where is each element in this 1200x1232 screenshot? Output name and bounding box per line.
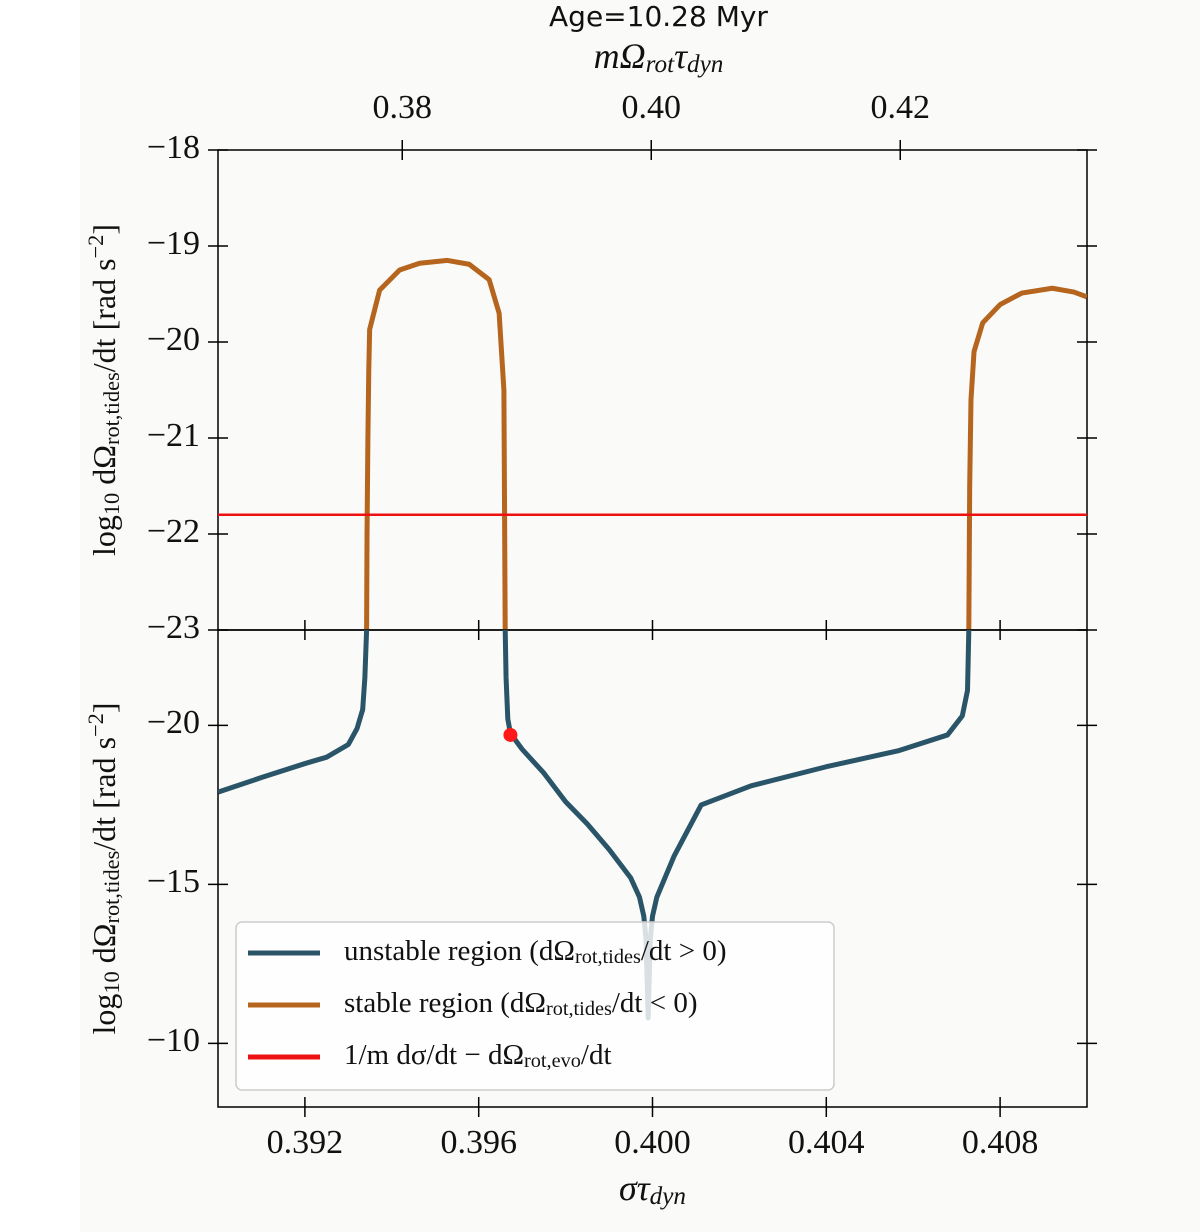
- y-tick-label: −23: [147, 609, 200, 646]
- y-tick-label: −22: [147, 513, 200, 550]
- y-axis-label-sub: rot,tides: [99, 372, 124, 445]
- legend-label: unstable region (dΩrot,tides/dt > 0): [344, 935, 727, 968]
- x-axis-label-sub: dyn: [650, 1183, 686, 1210]
- y-tick-label: −18: [147, 129, 200, 166]
- y-tick-label: −20: [147, 321, 200, 358]
- legend-label-part: stable region (dΩ: [344, 987, 546, 1019]
- y-axis-label-part: log: [86, 515, 122, 556]
- x2-tick-label: 0.40: [622, 89, 682, 126]
- marker-point: [503, 727, 518, 742]
- y-axis-label-part: /dt [rad s: [86, 737, 122, 851]
- y-axis-label-sub: rot,tides: [99, 851, 124, 924]
- y-axis-label-part: log: [86, 994, 122, 1035]
- y-tick-label: −10: [147, 1022, 200, 1059]
- x-tick-label: 0.396: [440, 1124, 517, 1161]
- y-axis-label-sup: −2: [83, 713, 108, 737]
- series-line: [364, 257, 1087, 630]
- y-axis-label-part: ]: [86, 224, 122, 235]
- legend-box: [235, 921, 835, 1091]
- y-axis-label: log10 dΩrot,tides/dt [rad s−2]: [83, 702, 123, 1034]
- legend-label-part: /dt: [581, 1039, 612, 1071]
- legend-label-part: /dt > 0): [641, 935, 727, 967]
- x-axis-label-part: στ: [619, 1168, 651, 1208]
- x2-axis-label-part: τ: [674, 36, 688, 76]
- y-axis-label-part: dΩ: [86, 923, 122, 971]
- x-tick-label: 0.404: [788, 1124, 865, 1161]
- legend-label-part: 1/m dσ/dt − dΩ: [344, 1039, 524, 1071]
- y-tick-label: −19: [147, 225, 200, 262]
- y-axis-label-sub: 10: [99, 971, 124, 993]
- x2-tick-label: 0.42: [871, 89, 931, 126]
- y-axis-label-sub: 10: [99, 493, 124, 515]
- legend-label-sub: rot,evo: [524, 1050, 581, 1072]
- x-axis-label: στdyn: [619, 1168, 686, 1210]
- x2-tick-label: 0.38: [373, 89, 433, 126]
- y-axis-label-part: dΩ: [86, 445, 122, 493]
- x2-axis-label-sub: rot: [646, 51, 675, 78]
- legend-label-sub: rot,tides: [546, 998, 612, 1020]
- y-tick-label: −20: [147, 704, 200, 741]
- y-axis-label: log10 dΩrot,tides/dt [rad s−2]: [83, 224, 123, 556]
- y-tick-label: −15: [147, 863, 200, 900]
- x2-axis-label-sub: dyn: [687, 51, 723, 78]
- legend-label-part: /dt < 0): [612, 987, 698, 1019]
- y-axis-label-part: /dt [rad s: [86, 258, 122, 372]
- x2-axis-label: mΩrotτdyn: [594, 36, 724, 78]
- x2-axis-label-part: mΩ: [594, 36, 646, 76]
- legend-label-part: unstable region (dΩ: [344, 935, 575, 967]
- y-axis-label-part: ]: [86, 702, 122, 713]
- legend-label-sub: rot,tides: [575, 946, 641, 968]
- x-tick-label: 0.392: [267, 1124, 344, 1161]
- x-tick-label: 0.408: [962, 1124, 1039, 1161]
- chart-title: Age=10.28 Myr: [549, 0, 768, 33]
- x-tick-label: 0.400: [614, 1124, 691, 1161]
- y-tick-label: −21: [147, 417, 200, 454]
- legend-label: 1/m dσ/dt − dΩrot,evo/dt: [344, 1039, 612, 1072]
- legend-label: stable region (dΩrot,tides/dt < 0): [344, 987, 698, 1020]
- y-axis-label-sup: −2: [83, 235, 108, 259]
